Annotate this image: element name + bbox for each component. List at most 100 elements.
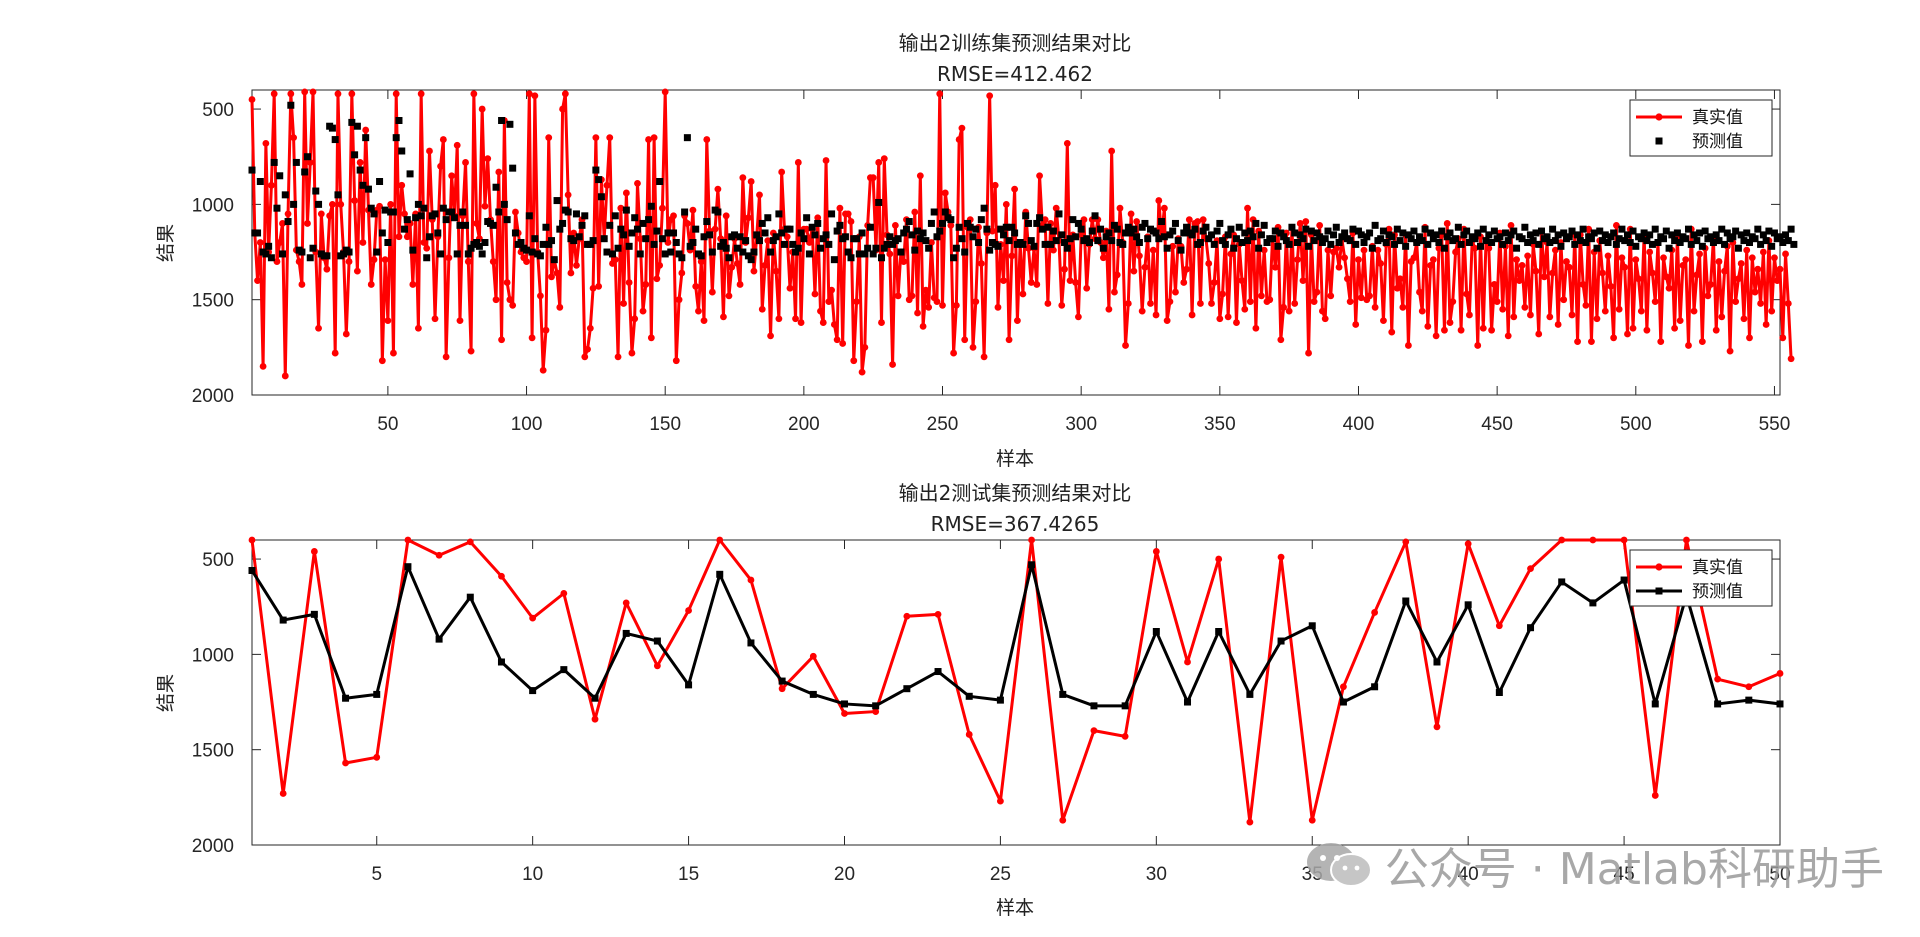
data-point (1352, 240, 1360, 248)
data-point (903, 612, 911, 620)
data-point (1377, 260, 1385, 267)
data-point (1557, 242, 1565, 250)
data-point (1784, 300, 1792, 307)
data-point (586, 324, 594, 332)
data-point (492, 183, 500, 191)
data-point (1094, 237, 1102, 245)
data-point (500, 200, 508, 208)
data-point (1466, 311, 1473, 319)
data-point (317, 210, 325, 218)
data-point (800, 235, 808, 243)
data-point (1047, 240, 1055, 248)
data-point (1485, 231, 1493, 239)
data-point (473, 239, 481, 246)
data-point (575, 233, 583, 241)
data-point (844, 210, 852, 218)
data-point (1768, 242, 1776, 250)
data-point (359, 181, 367, 189)
data-point (1249, 233, 1257, 241)
data-point (1440, 244, 1448, 252)
data-point (1441, 326, 1448, 334)
data-point (642, 281, 650, 288)
data-point (620, 231, 628, 239)
data-point (1449, 298, 1457, 305)
data-point (442, 353, 450, 361)
y-tick-label: 1500 (192, 741, 234, 762)
data-point (797, 319, 805, 326)
data-point (739, 174, 747, 182)
data-point (370, 256, 378, 264)
data-point (794, 244, 802, 252)
data-point (1438, 227, 1446, 235)
data-point (778, 229, 786, 237)
data-point (1077, 231, 1085, 239)
data-point (1044, 223, 1052, 231)
y-tick-label: 1000 (192, 645, 234, 666)
data-point (841, 233, 849, 241)
data-point (453, 141, 461, 149)
data-point (1119, 240, 1127, 248)
data-point (392, 134, 400, 142)
data-point (830, 321, 838, 328)
data-point (1621, 263, 1629, 271)
data-point (989, 227, 996, 235)
data-point (367, 281, 375, 288)
data-point (653, 275, 661, 283)
data-point (1604, 252, 1612, 260)
data-point (1415, 233, 1423, 241)
data-point (825, 298, 833, 305)
data-point (1177, 246, 1185, 254)
data-point (939, 302, 946, 309)
data-point (248, 166, 256, 174)
data-point (911, 208, 919, 216)
data-point (1612, 221, 1620, 229)
data-point (886, 250, 894, 258)
data-point (1152, 311, 1160, 319)
data-point (1754, 265, 1762, 273)
data-point (1090, 727, 1098, 735)
data-point (1343, 275, 1351, 283)
data-point (259, 363, 267, 370)
x-tick-label: 50 (377, 414, 398, 435)
data-point (722, 212, 730, 220)
data-point (783, 233, 791, 241)
data-point (1452, 235, 1460, 243)
data-point (1232, 235, 1240, 243)
data-point (647, 202, 655, 210)
data-point (550, 256, 558, 264)
data-point (1196, 239, 1204, 246)
data-point (1274, 242, 1282, 250)
data-point (977, 216, 985, 224)
data-point (1734, 244, 1742, 252)
data-point (1005, 237, 1013, 245)
data-point (1771, 254, 1778, 262)
data-point (1737, 260, 1745, 267)
data-point (450, 214, 458, 222)
data-point (1155, 197, 1163, 204)
data-point (312, 187, 320, 195)
data-point (559, 219, 567, 227)
data-point (1623, 231, 1631, 239)
data-point (1427, 261, 1434, 269)
data-point (489, 221, 497, 229)
data-point (1321, 235, 1329, 243)
data-point (875, 159, 883, 166)
data-point (955, 223, 963, 231)
data-point (808, 223, 816, 231)
data-point (437, 162, 444, 170)
data-point (470, 90, 478, 98)
data-point (714, 208, 722, 216)
data-point (1460, 231, 1468, 239)
data-point (467, 244, 475, 252)
data-point (963, 219, 971, 227)
data-point (736, 281, 744, 288)
data-point (789, 240, 797, 248)
data-point (661, 88, 669, 96)
data-point (475, 242, 483, 250)
data-point (1515, 277, 1523, 285)
data-point (1740, 315, 1748, 323)
data-point (1257, 231, 1265, 239)
data-point (1704, 292, 1712, 300)
data-point (1696, 250, 1703, 258)
data-point (389, 208, 397, 216)
